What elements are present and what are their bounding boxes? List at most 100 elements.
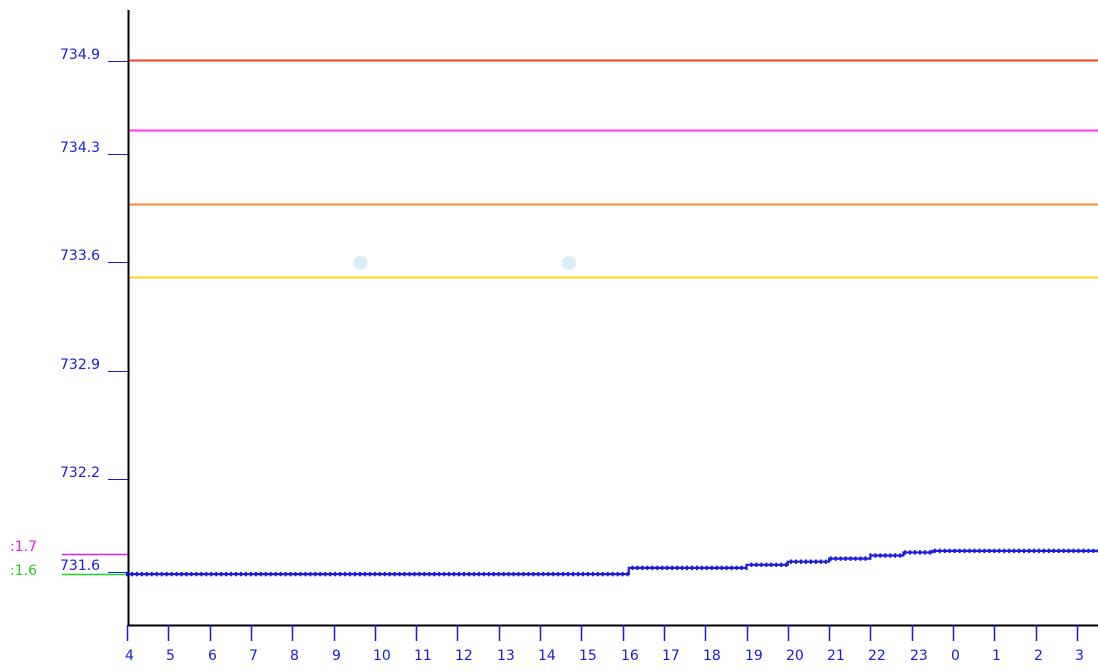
data-point: [165, 571, 168, 577]
data-point: [547, 571, 550, 577]
data-point: [155, 571, 158, 577]
data-point: [834, 556, 837, 561]
data-point: [894, 553, 897, 558]
x-tick-label: 2: [1034, 648, 1043, 664]
data-point: [844, 556, 847, 561]
data-point: [824, 559, 827, 564]
data-point: [443, 571, 446, 577]
data-point: [557, 571, 560, 577]
data-point: [790, 559, 793, 564]
data-point: [621, 571, 624, 577]
data-point: [1087, 548, 1090, 554]
data-point: [854, 556, 857, 561]
data-point: [517, 571, 520, 577]
x-tick-label: 19: [745, 648, 763, 664]
data-point: [284, 571, 287, 577]
data-point: [294, 571, 297, 577]
data-point: [750, 562, 753, 568]
data-point: [616, 571, 619, 577]
data-point: [150, 571, 153, 577]
data-point: [358, 571, 361, 577]
x-tick-label: 11: [414, 648, 432, 664]
data-point: [606, 571, 609, 577]
data-point: [1082, 548, 1085, 554]
data-point: [393, 571, 396, 577]
data-point: [160, 571, 163, 577]
data-point: [195, 571, 198, 577]
data-point: [740, 565, 743, 571]
data-point: [190, 571, 193, 577]
data-point: [1057, 548, 1060, 554]
data-point: [339, 571, 342, 577]
data-point: [428, 571, 431, 577]
data-point: [859, 556, 862, 561]
data-point: [572, 571, 575, 577]
data-point: [745, 565, 748, 571]
y-tick-label: 731.6: [60, 558, 100, 574]
data-point: [458, 571, 461, 577]
data-point: [1072, 548, 1075, 554]
data-point: [274, 571, 277, 577]
data-point: [914, 550, 917, 555]
data-point: [467, 571, 470, 577]
data-point: [661, 565, 664, 571]
data-point: [567, 571, 570, 577]
data-point: [918, 550, 921, 555]
data-point: [760, 562, 763, 568]
data-point: [686, 565, 689, 571]
data-point: [646, 565, 649, 571]
data-point: [581, 571, 584, 577]
data-point: [864, 556, 867, 561]
data-point: [126, 571, 128, 577]
x-tick-label: 6: [208, 648, 217, 664]
data-point: [304, 571, 307, 577]
data-point: [1077, 548, 1080, 554]
data-point: [175, 571, 178, 577]
data-point: [968, 548, 971, 554]
data-point: [978, 548, 981, 554]
data-point: [735, 565, 738, 571]
data-point: [879, 553, 882, 558]
data-point: [453, 571, 456, 577]
data-point: [279, 571, 282, 577]
data-point: [378, 571, 381, 577]
data-point: [522, 571, 525, 577]
data-point: [1027, 548, 1030, 554]
data-point: [666, 565, 669, 571]
x-tick-label: 21: [827, 648, 845, 664]
data-point: [413, 571, 416, 577]
data-point: [1052, 548, 1055, 554]
data-point: [383, 571, 386, 577]
data-point: [596, 571, 599, 577]
data-point: [398, 571, 401, 577]
data-point: [700, 565, 703, 571]
data-point: [641, 565, 644, 571]
data-point: [502, 571, 505, 577]
data-point: [145, 571, 148, 577]
data-point: [904, 550, 907, 555]
data-point: [998, 548, 1001, 554]
data-point: [909, 550, 912, 555]
x-tick-label: 8: [290, 648, 299, 664]
x-tick-label: 15: [579, 648, 597, 664]
data-point: [180, 571, 183, 577]
data-point: [690, 565, 693, 571]
data-point: [943, 548, 946, 554]
data-point: [958, 548, 961, 554]
data-point: [923, 550, 926, 555]
data-point: [319, 571, 322, 577]
data-point: [705, 565, 708, 571]
data-point: [438, 571, 441, 577]
data-point: [1067, 548, 1070, 554]
y-tick-label: 734.3: [60, 140, 100, 156]
data-point: [948, 548, 951, 554]
x-tick-label: 7: [249, 648, 258, 664]
data-point: [254, 571, 257, 577]
data-point: [353, 571, 356, 577]
data-point: [933, 548, 936, 554]
data-point: [408, 571, 411, 577]
data-point: [334, 571, 337, 577]
data-point: [795, 559, 798, 564]
data-point: [730, 565, 733, 571]
data-point: [249, 571, 252, 577]
